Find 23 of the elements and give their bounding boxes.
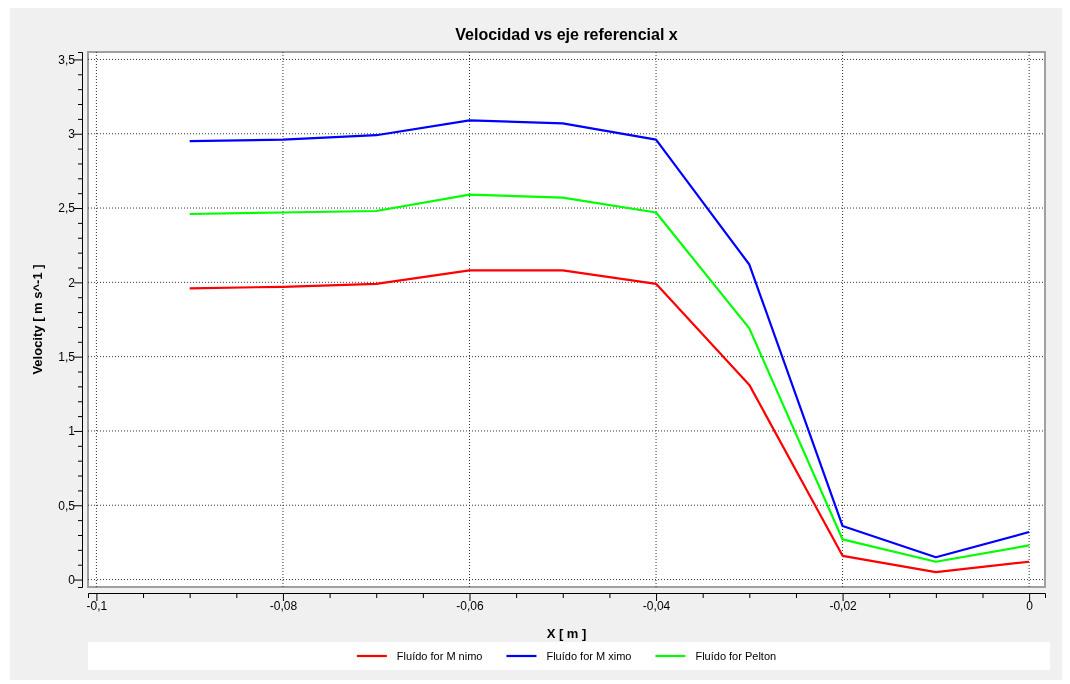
y-axis-title: Velocity [ m s^-1 ] <box>30 264 45 375</box>
y-tick-label: 0 <box>68 572 76 587</box>
line-series <box>188 193 1031 563</box>
x-axis-title: X [ m ] <box>546 626 587 641</box>
line-series <box>188 119 1031 559</box>
y-tick-label: 0,5 <box>58 498 76 513</box>
x-tick-label: -0,08 <box>269 598 298 613</box>
y-tick-label: 2 <box>68 275 76 290</box>
x-tick-label: 0 <box>1026 598 1034 613</box>
line-series <box>188 269 1031 574</box>
chart-title: Velocidad vs eje referencial x <box>455 26 678 43</box>
legend-label: Fluído for M ximo <box>546 650 632 662</box>
y-tick-label: 1 <box>68 424 76 439</box>
y-tick-label: 1,5 <box>58 349 76 364</box>
x-tick-label: -0,1 <box>86 598 108 613</box>
y-tick-label: 3 <box>68 127 76 142</box>
x-tick-label: -0,06 <box>456 598 484 613</box>
x-tick-label: -0,02 <box>829 598 858 613</box>
y-tick-label: 2,5 <box>58 201 76 216</box>
y-tick-label: 3,5 <box>58 52 76 67</box>
x-tick-label: -0,04 <box>642 598 671 613</box>
legend-label: Fluído for Pelton <box>695 650 777 662</box>
legend-label: Fluído for M nimo <box>396 650 483 662</box>
